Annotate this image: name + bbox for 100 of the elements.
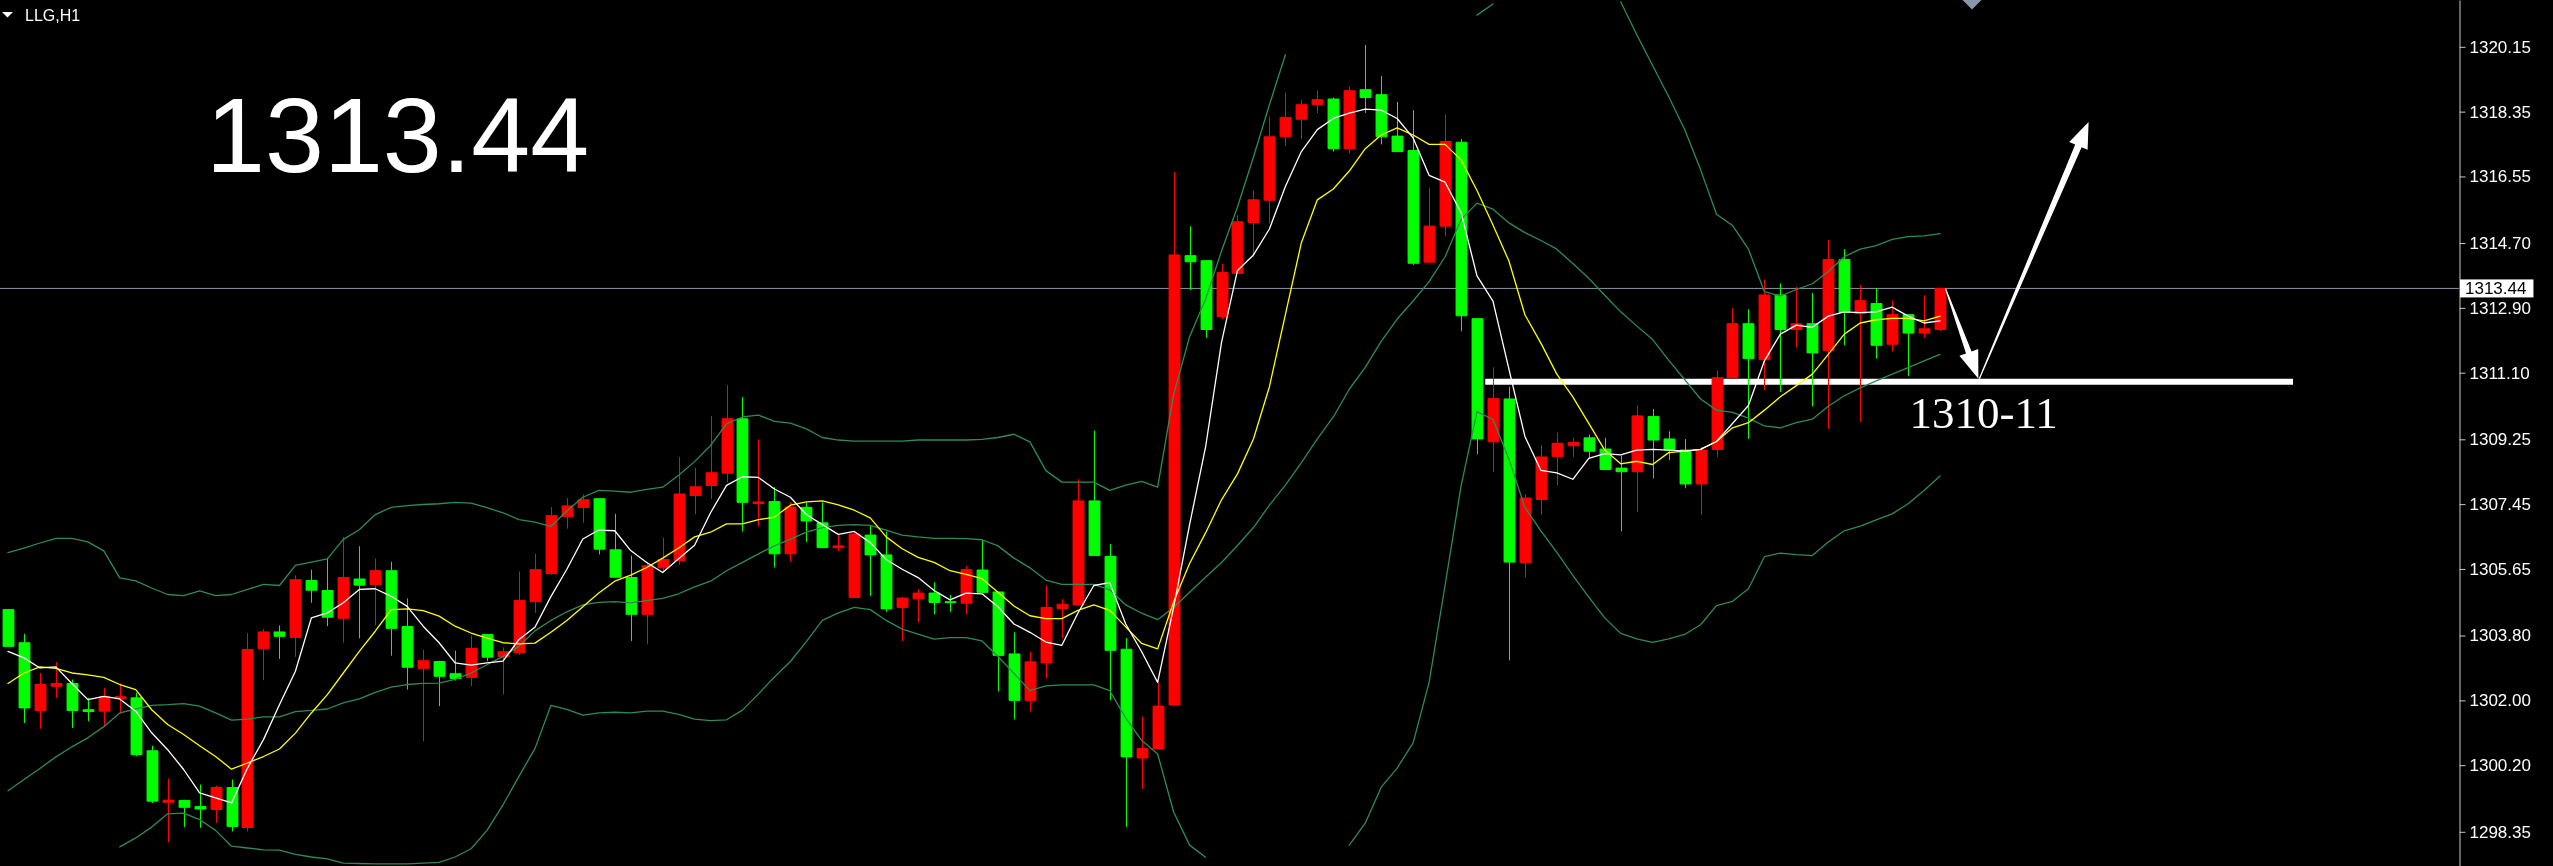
candlestick [1854,284,1867,423]
candlestick [50,661,63,699]
y-tick-label: 1300.20 [2469,756,2531,776]
candlestick [481,633,494,662]
candlestick [848,530,861,598]
candlestick [976,539,989,593]
candlestick [178,799,191,828]
candlestick [513,570,526,656]
candlestick [1247,189,1260,258]
candlestick [1391,101,1404,153]
candlestick [545,506,558,576]
candlestick [273,624,286,660]
candlestick [162,778,175,843]
y-tick-label: 1311.10 [2469,363,2530,383]
candlestick [1519,493,1532,579]
candlestick [816,501,829,549]
candlestick [529,553,542,614]
chart-title: LLG,H1 [25,6,81,24]
candlestick [34,672,47,730]
candlestick [800,501,813,543]
candlestick [1838,248,1851,346]
candlestick [1870,287,1883,360]
candlestick [1024,651,1037,713]
candlestick [593,498,606,556]
candlestick [1583,434,1596,459]
candlestick [98,687,111,727]
candlestick [241,632,254,832]
candlestick [1726,307,1739,379]
y-tick-label: 1302.00 [2469,691,2531,711]
candlestick [1886,300,1899,353]
candlestick [2,609,15,647]
candlestick [417,649,430,742]
candlestick [705,415,718,500]
annotation: 1310-11 [1909,387,2058,438]
candlestick [353,545,366,639]
candlestick [465,635,478,687]
candlestick [1136,716,1149,790]
candlestick [1327,97,1340,153]
candlestick [1487,366,1500,473]
candlestick [1120,637,1133,828]
candlestick [864,524,877,597]
candlestick [66,678,79,729]
candlestick [721,384,734,484]
candlestick [1663,430,1676,461]
candlestick [1679,438,1692,489]
candlestick [1551,431,1564,486]
y-tick-label: 1316.55 [2469,167,2531,187]
candlestick [1343,85,1356,154]
candlestick [657,537,670,574]
candlestick [210,785,223,824]
candlestick [1088,430,1101,557]
candlestick [1822,239,1835,430]
candlestick [1375,75,1388,145]
candlestick [928,581,941,615]
y-tick-label: 1298.35 [2469,822,2531,842]
candlestick [1567,437,1580,458]
candlestick [689,467,702,515]
candlestick [609,513,622,578]
candlestick [1056,598,1069,639]
candlestick [1615,455,1628,532]
candlestick [194,784,207,829]
candlestick [784,501,797,563]
candlestick [257,628,270,681]
candlestick [401,597,414,691]
annotation: 1313.44 [206,76,590,194]
candlestick [1455,138,1468,332]
candlestick [337,536,350,644]
y-tick-label: 1314.70 [2469,234,2531,253]
candlestick [1040,585,1053,679]
candlestick [1711,370,1724,458]
candlestick [1295,99,1308,140]
candlestick [960,565,973,615]
candlestick [1902,314,1915,377]
y-tick-label: 1318.35 [2469,102,2531,122]
candlestick [1072,478,1085,606]
candlestick [1152,681,1165,750]
candlestick [1774,282,1787,393]
y-tick-label: 1307.45 [2469,495,2531,515]
candlestick [146,745,159,804]
candlestick [1359,44,1372,114]
candlestick [752,438,765,527]
candlestick [1168,171,1181,706]
candlestick [321,557,334,627]
candlestick [577,493,590,524]
candlestick [1184,225,1197,291]
candlestick [1263,116,1276,225]
candlestick [992,591,1005,692]
y-tick-label: 1312.90 [2469,298,2531,318]
candlestick [1918,294,1931,339]
candlestick [1806,292,1819,408]
candlestick [1311,90,1324,114]
candlestick [1439,114,1452,237]
candlestick [1423,187,1436,263]
candlestick [1503,386,1516,661]
candlestick [130,692,143,757]
ref-line-label: 1313.44 [2465,278,2527,298]
candlestick [289,574,302,658]
candlestick [1934,287,1947,332]
candlestick [1695,446,1708,516]
candlestick [1279,92,1292,147]
